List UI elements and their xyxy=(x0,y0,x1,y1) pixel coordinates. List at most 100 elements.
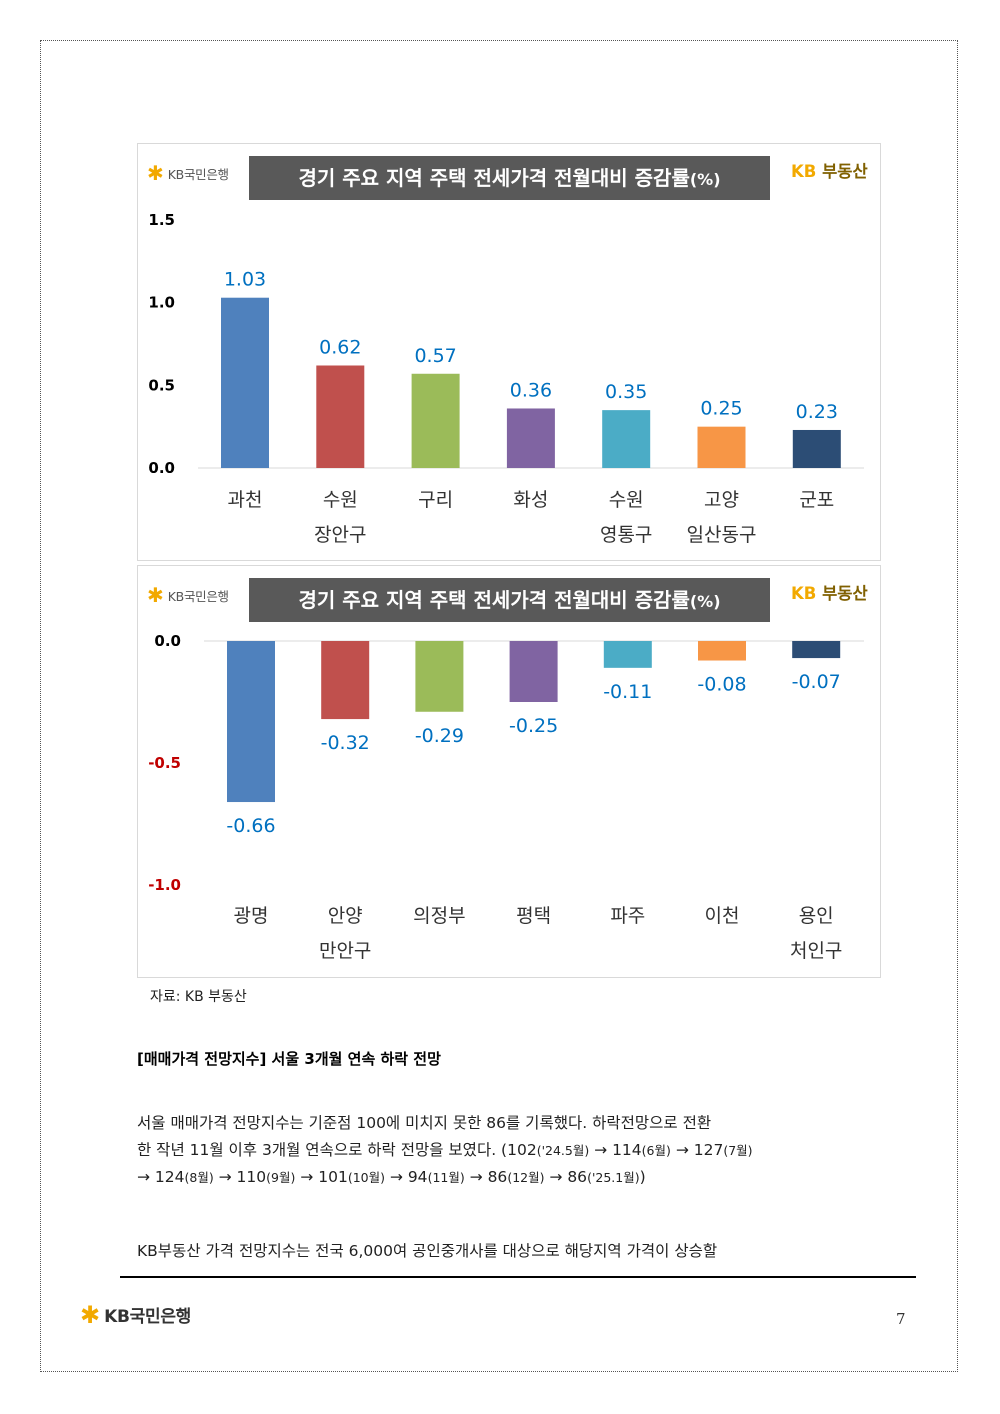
data-label: 0.25 xyxy=(700,398,742,420)
bar xyxy=(603,641,652,668)
y-tick-label: 1.0 xyxy=(148,294,175,312)
category-label: 군포 xyxy=(799,489,834,511)
bar xyxy=(506,408,555,468)
footer-bank-name: KB국민은행 xyxy=(104,1307,192,1327)
category-label: 과천 xyxy=(228,489,263,511)
text-run: → 86 xyxy=(464,1168,508,1186)
text-run-small: (8월) xyxy=(184,1170,214,1185)
category-label: 장안구 xyxy=(314,524,366,546)
category-label: 고양 xyxy=(704,489,739,511)
bar xyxy=(316,365,365,468)
chart-title-unit: (%) xyxy=(689,170,721,189)
text-run-small: (7월) xyxy=(723,1143,753,1158)
bar xyxy=(221,297,269,468)
category-label: 만안구 xyxy=(319,940,371,962)
data-label: 1.03 xyxy=(224,269,266,291)
category-label: 수원 xyxy=(323,489,358,511)
kb-star-icon: ✱ xyxy=(147,161,164,185)
category-label: 구리 xyxy=(418,489,453,511)
data-label: -0.25 xyxy=(509,715,558,737)
data-label: -0.11 xyxy=(603,681,652,703)
y-tick-label: 0.0 xyxy=(154,632,181,650)
text-run-small: (6월) xyxy=(641,1143,671,1158)
paragraph-outlook: 서울 매매가격 전망지수는 기준점 100에 미치지 못한 86를 기록했다. … xyxy=(137,1110,913,1191)
y-tick-label: 0.0 xyxy=(148,459,175,477)
paragraph-definition: KB부동산 가격 전망지수는 전국 6,000여 공인중개사를 대상으로 해당지… xyxy=(137,1242,718,1260)
category-label: 용인 xyxy=(799,905,834,927)
text-run-small: (12월) xyxy=(507,1170,545,1185)
kb-realty-logo-name: 부동산 xyxy=(822,162,868,181)
bar xyxy=(321,641,370,720)
kb-bank-logo-text: KB국민은행 xyxy=(167,166,229,182)
text-run: → 110 xyxy=(213,1168,267,1186)
category-label: 광명 xyxy=(234,905,269,927)
data-label: -0.32 xyxy=(321,732,370,754)
kb-realty-logo-name: 부동산 xyxy=(822,584,868,603)
bar xyxy=(697,426,746,468)
text-run-small: (11월) xyxy=(427,1170,465,1185)
bar xyxy=(411,373,460,468)
paragraph-line: → 124(8월) → 110(9월) → 101(10월) → 94(11월)… xyxy=(137,1164,913,1191)
kb-star-icon: ✱ xyxy=(80,1300,101,1329)
bar xyxy=(509,641,558,702)
data-label: -0.08 xyxy=(697,674,746,696)
category-label: 안양 xyxy=(328,905,363,927)
text-run: → 101 xyxy=(295,1168,348,1186)
footer-kb-logo: ✱ KB국민은행 xyxy=(80,1300,192,1329)
kb-bank-logo: ✱ KB국민은행 xyxy=(147,163,229,183)
category-label: 화성 xyxy=(513,489,548,511)
data-label: -0.07 xyxy=(792,671,841,693)
text-run: → 86 xyxy=(544,1168,588,1186)
data-label: 0.35 xyxy=(605,381,647,403)
chart-title-unit: (%) xyxy=(689,592,721,611)
paragraph-line: 한 작년 11월 이후 3개월 연속으로 하락 전망을 보였다. (102('2… xyxy=(137,1137,913,1164)
kb-realty-logo-kb: KB xyxy=(791,584,817,603)
category-label: 처인구 xyxy=(790,940,842,962)
bar xyxy=(227,641,275,803)
kb-star-icon: ✱ xyxy=(147,583,164,607)
text-run: → 127 xyxy=(670,1141,724,1159)
kb-bank-logo: ✱ KB국민은행 xyxy=(147,585,229,605)
source-note: 자료: KB 부동산 xyxy=(150,989,247,1005)
chart-panel-decrease: ✱ KB국민은행 경기 주요 지역 주택 전세가격 전월대비 증감률(%) KB… xyxy=(137,565,881,978)
text-run: → 114 xyxy=(589,1141,642,1159)
kb-realty-logo-kb: KB xyxy=(791,162,817,181)
kb-realty-logo: KB 부동산 xyxy=(791,158,868,182)
chart-title: 경기 주요 지역 주택 전세가격 전월대비 증감률(%) xyxy=(249,578,770,622)
data-label: 0.36 xyxy=(510,379,552,401)
bar xyxy=(698,641,746,661)
chart-title-text: 경기 주요 지역 주택 전세가격 전월대비 증감률 xyxy=(298,588,690,612)
text-run: → 124 xyxy=(137,1168,185,1186)
chart-title-text: 경기 주요 지역 주택 전세가격 전월대비 증감률 xyxy=(298,166,690,190)
category-label: 일산동구 xyxy=(687,524,757,546)
category-label: 의정부 xyxy=(413,905,465,927)
bar xyxy=(792,641,841,659)
bar xyxy=(792,429,841,468)
text-run: → 94 xyxy=(384,1168,428,1186)
paragraph-line: 서울 매매가격 전망지수는 기준점 100에 미치지 못한 86를 기록했다. … xyxy=(137,1114,712,1132)
text-run-small: (9월) xyxy=(266,1170,296,1185)
data-label: 0.62 xyxy=(319,336,361,358)
page-border xyxy=(40,40,958,1372)
y-tick-label: -1.0 xyxy=(148,876,181,894)
kb-realty-logo: KB 부동산 xyxy=(791,580,868,604)
category-label: 영통구 xyxy=(600,524,652,546)
y-tick-label: 1.5 xyxy=(148,211,175,229)
text-run-small: (10월) xyxy=(347,1170,385,1185)
text-run: 한 작년 11월 이후 3개월 연속으로 하락 전망을 보였다. (102 xyxy=(137,1141,537,1159)
page-number: 7 xyxy=(896,1310,906,1328)
data-label: -0.29 xyxy=(415,725,464,747)
y-tick-label: -0.5 xyxy=(148,754,181,772)
chart-title: 경기 주요 지역 주택 전세가격 전월대비 증감률(%) xyxy=(249,156,770,200)
text-run-small: ('24.5월) xyxy=(536,1143,590,1158)
category-label: 파주 xyxy=(610,905,645,927)
section-heading: [매매가격 전망지수] 서울 3개월 연속 하락 전망 xyxy=(137,1050,441,1068)
kb-bank-logo-text: KB국민은행 xyxy=(167,588,229,604)
data-label: -0.66 xyxy=(226,815,275,837)
text-run: ) xyxy=(639,1168,646,1186)
category-label: 평택 xyxy=(516,905,551,927)
bar xyxy=(415,641,464,712)
data-label: 0.57 xyxy=(414,345,456,367)
text-run-small: ('25.1월) xyxy=(587,1170,640,1185)
